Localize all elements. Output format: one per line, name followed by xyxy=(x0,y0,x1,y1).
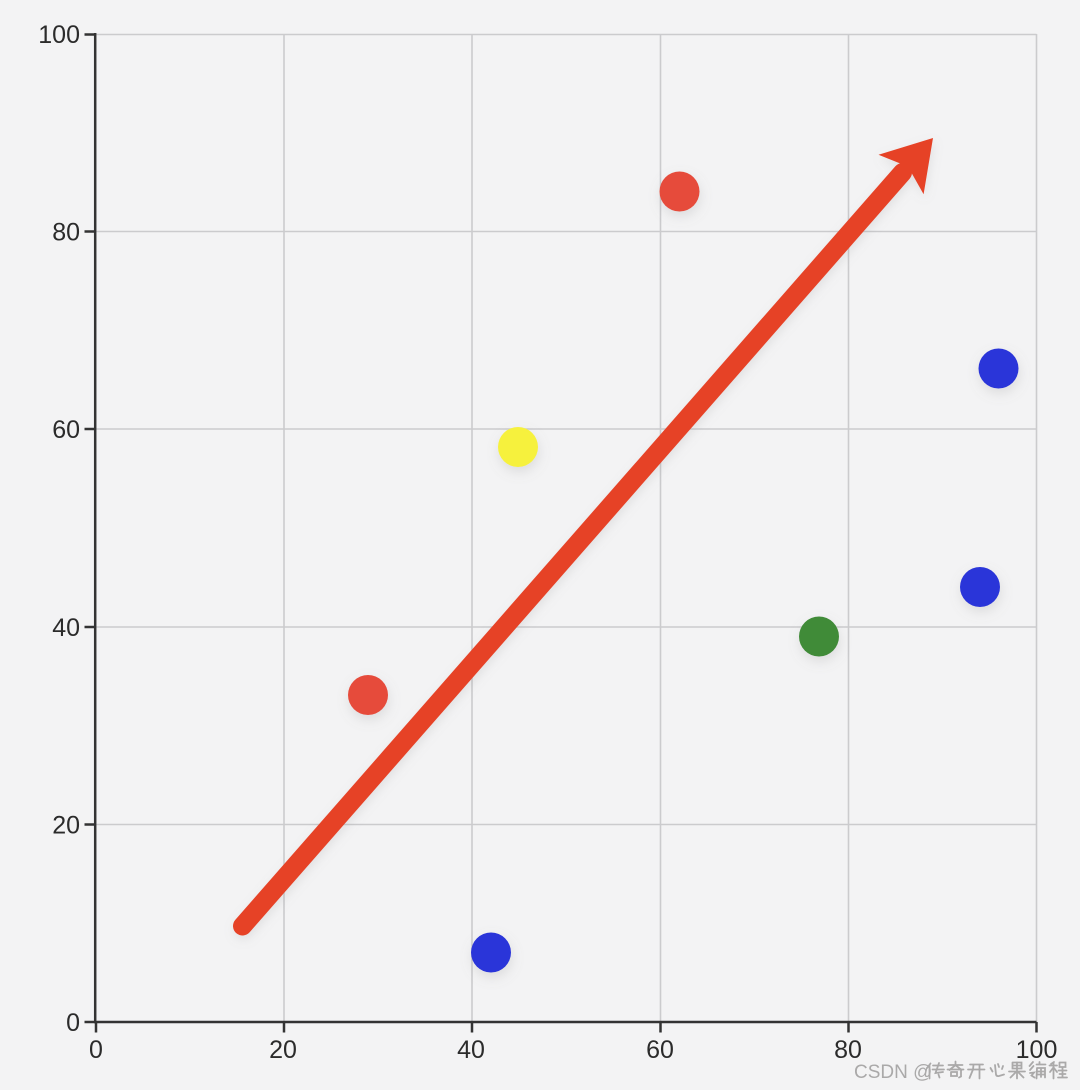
svg-text:60: 60 xyxy=(646,1036,674,1064)
svg-text:40: 40 xyxy=(457,1036,485,1064)
svg-text:80: 80 xyxy=(52,219,80,247)
svg-text:0: 0 xyxy=(66,1009,80,1037)
svg-text:20: 20 xyxy=(269,1036,297,1064)
svg-text:60: 60 xyxy=(52,416,80,444)
svg-text:0: 0 xyxy=(89,1036,103,1064)
svg-text:20: 20 xyxy=(52,812,80,840)
svg-text:100: 100 xyxy=(1016,1036,1058,1064)
svg-text:CSDN @: CSDN @ xyxy=(854,1062,932,1083)
svg-text:100: 100 xyxy=(38,21,80,49)
svg-text:80: 80 xyxy=(834,1036,862,1064)
svg-text:40: 40 xyxy=(52,614,80,642)
